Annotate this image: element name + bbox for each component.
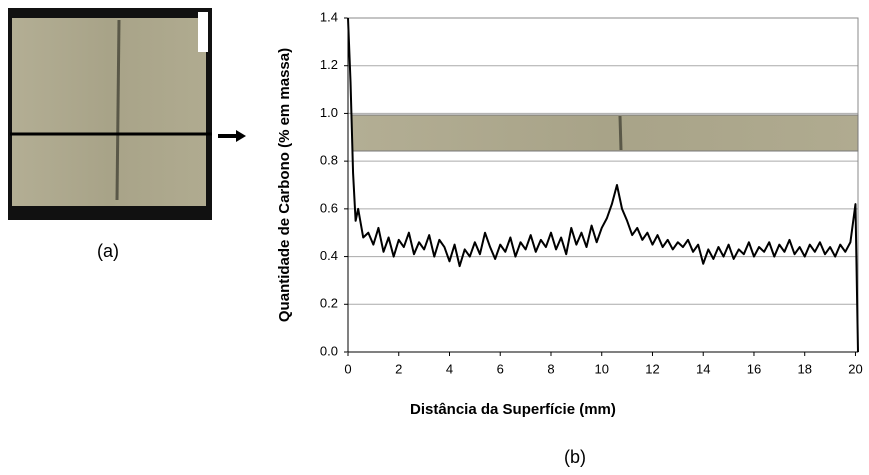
x-axis-label: Distância da Superfície (mm) (410, 401, 616, 418)
y-tick-label: 1.0 (320, 105, 338, 120)
x-tick-label: 20 (848, 361, 862, 376)
caption: (b) (564, 447, 586, 467)
y-tick-label: 1.2 (320, 57, 338, 72)
y-tick-label: 0.0 (320, 343, 338, 358)
y-tick-label: 0.4 (320, 248, 338, 263)
micrograph-a (8, 8, 212, 220)
inset-micrograph (351, 114, 859, 152)
y-tick-label: 0.6 (320, 200, 338, 215)
x-tick-label: 12 (645, 361, 659, 376)
x-tick-label: 4 (446, 361, 453, 376)
data-line (347, 17, 859, 353)
x-tick-label: 6 (497, 361, 504, 376)
x-tick-label: 10 (594, 361, 608, 376)
x-tick-label: 8 (547, 361, 554, 376)
x-tick-label: 0 (344, 361, 351, 376)
y-tick-label: 1.4 (320, 9, 338, 24)
x-tick-label: 18 (797, 361, 811, 376)
y-axis-label: Quantidade de Carbono (% em massa) (276, 48, 293, 322)
inset-feature (618, 115, 623, 151)
x-tick-label: 14 (696, 361, 710, 376)
arrow (218, 130, 246, 142)
y-tick-label: 0.8 (320, 153, 338, 168)
y-tick-label: 0.2 (320, 296, 338, 311)
x-tick-label: 16 (747, 361, 761, 376)
plot-frame (347, 17, 859, 353)
x-tick-label: 2 (395, 361, 402, 376)
caption: (a) (97, 241, 119, 261)
